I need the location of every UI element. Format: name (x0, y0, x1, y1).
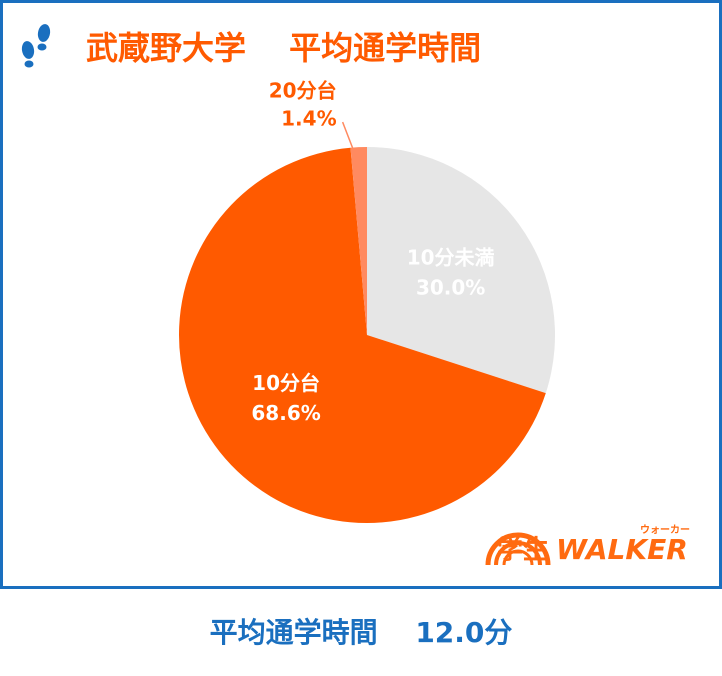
value-label: 1.4% (281, 107, 336, 131)
footsteps-icon (21, 24, 51, 68)
value-label: 68.6% (251, 401, 320, 425)
logo: 学生 WALKER ウォーカー (485, 524, 690, 566)
logo-kana: ウォーカー (640, 524, 690, 536)
pie-slice (367, 147, 555, 394)
logo-brand: WALKER (556, 533, 688, 566)
slice-label: 10分未満 (407, 246, 495, 270)
logo-arc (494, 541, 542, 566)
chart-title: 武蔵野大学 平均通学時間 (86, 29, 481, 67)
leader-line (341, 121, 361, 167)
slice-label: 10分台 (252, 371, 320, 395)
logo-arc (485, 532, 551, 566)
value-label: 30.0% (416, 276, 485, 300)
pie-slice (350, 147, 367, 335)
logo-kanji: 学生 (497, 535, 549, 566)
logo-arc (502, 549, 534, 566)
slice-label: 20分台 (269, 79, 337, 103)
footer: 平均通学時間 12.0分 (210, 616, 513, 649)
pie-slice (179, 147, 546, 524)
